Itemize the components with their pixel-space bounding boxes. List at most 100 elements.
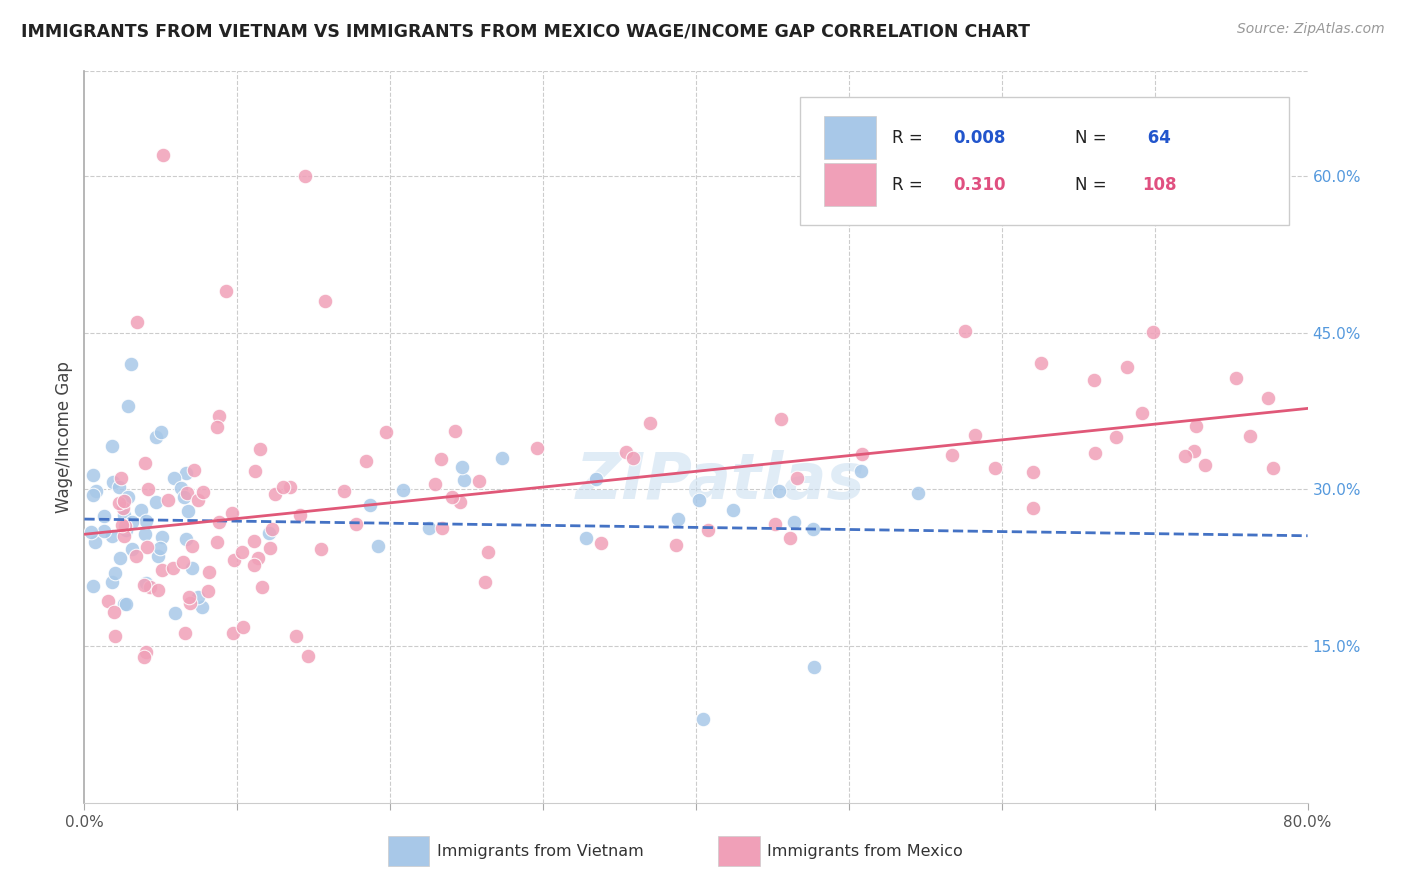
Point	[430, 452, 453, 467]
Point	[367, 539, 389, 553]
FancyBboxPatch shape	[718, 836, 759, 866]
Point	[84, 483, 107, 498]
Point	[108, 551, 131, 566]
Point	[449, 495, 471, 509]
Point	[83, 535, 105, 549]
Point	[477, 545, 499, 559]
Point	[692, 712, 714, 726]
Point	[134, 456, 156, 470]
Point	[243, 558, 266, 572]
Point	[150, 563, 173, 577]
Text: ZIPatlas: ZIPatlas	[575, 450, 865, 512]
Point	[941, 448, 963, 462]
Point	[179, 596, 201, 610]
Point	[111, 517, 134, 532]
Point	[444, 425, 467, 439]
Point	[290, 508, 312, 522]
Point	[768, 484, 790, 499]
Point	[181, 539, 204, 553]
Point	[112, 508, 135, 522]
Point	[179, 590, 201, 604]
Point	[375, 425, 398, 439]
Point	[172, 555, 194, 569]
Point	[183, 463, 205, 477]
Point	[278, 480, 301, 494]
Point	[131, 502, 153, 516]
Point	[145, 430, 167, 444]
Point	[242, 534, 264, 549]
Point	[430, 521, 453, 535]
Point	[215, 284, 238, 298]
Point	[135, 575, 157, 590]
Point	[103, 605, 125, 619]
Point	[575, 531, 598, 545]
Point	[450, 459, 472, 474]
Point	[135, 514, 157, 528]
Point	[104, 629, 127, 643]
Point	[638, 416, 661, 430]
Text: 0.310: 0.310	[953, 176, 1005, 194]
Point	[112, 597, 135, 611]
Point	[145, 495, 167, 509]
Point	[1083, 373, 1105, 387]
Point	[285, 629, 308, 643]
Point	[170, 481, 193, 495]
Point	[125, 549, 148, 563]
Point	[1031, 356, 1053, 370]
Text: 108: 108	[1143, 176, 1177, 194]
Point	[114, 518, 136, 533]
Point	[82, 579, 104, 593]
Point	[249, 442, 271, 457]
Point	[101, 475, 124, 489]
Point	[117, 399, 139, 413]
Point	[786, 471, 808, 485]
Point	[101, 574, 124, 589]
Point	[205, 420, 228, 434]
Point	[803, 660, 825, 674]
Point	[93, 524, 115, 539]
Point	[953, 324, 976, 338]
Point	[162, 560, 184, 574]
Point	[208, 515, 231, 529]
Point	[174, 466, 197, 480]
Point	[173, 490, 195, 504]
Point	[1194, 458, 1216, 472]
Point	[176, 486, 198, 500]
Point	[112, 493, 135, 508]
Point	[174, 532, 197, 546]
Point	[150, 530, 173, 544]
Point	[208, 409, 231, 424]
Point	[134, 527, 156, 541]
Point	[245, 464, 267, 478]
Point	[779, 531, 801, 545]
Point	[121, 541, 143, 556]
Point	[1174, 449, 1197, 463]
Point	[391, 483, 413, 498]
Point	[132, 577, 155, 591]
Point	[721, 503, 744, 517]
Point	[666, 511, 689, 525]
FancyBboxPatch shape	[800, 97, 1289, 225]
Point	[110, 471, 132, 485]
Point	[136, 540, 159, 554]
Point	[1225, 371, 1247, 385]
Point	[907, 485, 929, 500]
Point	[1257, 391, 1279, 405]
Text: R =: R =	[891, 176, 934, 194]
Point	[224, 552, 246, 566]
FancyBboxPatch shape	[824, 116, 876, 159]
Point	[191, 485, 214, 500]
Point	[115, 524, 138, 538]
Point	[418, 521, 440, 535]
Point	[591, 536, 613, 550]
Point	[247, 550, 270, 565]
Point	[146, 549, 169, 563]
Point	[80, 525, 103, 540]
Point	[177, 504, 200, 518]
Point	[665, 538, 688, 552]
Point	[111, 500, 134, 515]
Point	[1084, 446, 1107, 460]
Text: N =: N =	[1076, 129, 1112, 147]
Point	[108, 480, 131, 494]
Point	[259, 541, 281, 556]
